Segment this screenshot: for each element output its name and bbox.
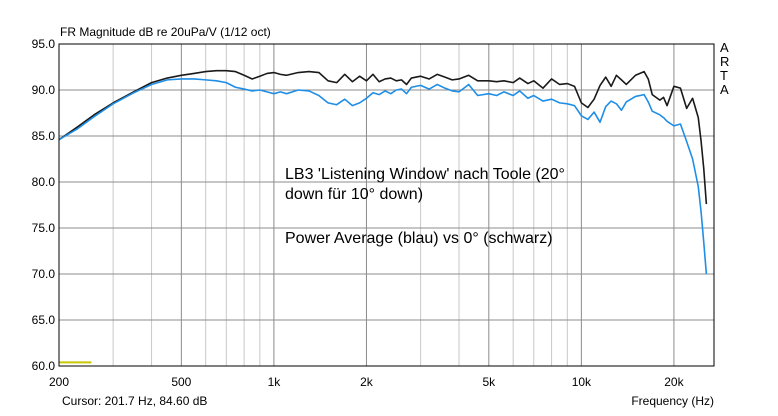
arta-side-label: A R T A: [720, 40, 729, 97]
annotation-line-3: Power Average (blau) vs 0° (schwarz): [285, 230, 553, 247]
y-tick-label: 90.0: [32, 83, 56, 97]
x-tick-label: 20k: [664, 375, 684, 389]
x-axis-ticks: 200 500 1k 2k 5k 10k 20k: [49, 375, 685, 389]
chart-title: FR Magnitude dB re 20uPa/V (1/12 oct): [60, 25, 271, 39]
y-tick-label: 75.0: [32, 221, 56, 235]
side-letter-t: T: [720, 68, 728, 83]
x-axis-label: Frequency (Hz): [631, 394, 714, 408]
x-tick-label: 500: [171, 375, 191, 389]
side-letter-a1: A: [720, 40, 729, 55]
annotation-line-2: down für 10° down): [285, 186, 423, 203]
x-tick-label: 1k: [268, 375, 282, 389]
side-letter-r: R: [720, 54, 729, 69]
x-tick-label: 10k: [572, 375, 592, 389]
cursor-readout: Cursor: 201.7 Hz, 84.60 dB: [62, 394, 207, 408]
side-letter-a2: A: [720, 82, 729, 97]
y-tick-label: 60.0: [32, 359, 56, 373]
plot-border: [58, 43, 715, 367]
y-tick-label: 70.0: [32, 267, 56, 281]
x-tick-label: 200: [49, 375, 69, 389]
x-tick-label: 2k: [360, 375, 374, 389]
y-tick-label: 80.0: [32, 175, 56, 189]
y-tick-label: 85.0: [32, 129, 56, 143]
series-line-blue: [58, 78, 708, 275]
annotation-line-1: LB3 'Listening Window' nach Toole (20°: [285, 166, 565, 183]
x-tick-label: 5k: [482, 375, 496, 389]
series-layer: [58, 69, 708, 364]
plot-background: [59, 44, 714, 366]
series-line-black: [58, 69, 708, 205]
y-tick-label: 65.0: [32, 313, 56, 327]
y-axis-ticks: 95.0 90.0 85.0 80.0 75.0 70.0 65.0 60.0: [32, 37, 56, 373]
y-tick-label: 95.0: [32, 37, 56, 51]
